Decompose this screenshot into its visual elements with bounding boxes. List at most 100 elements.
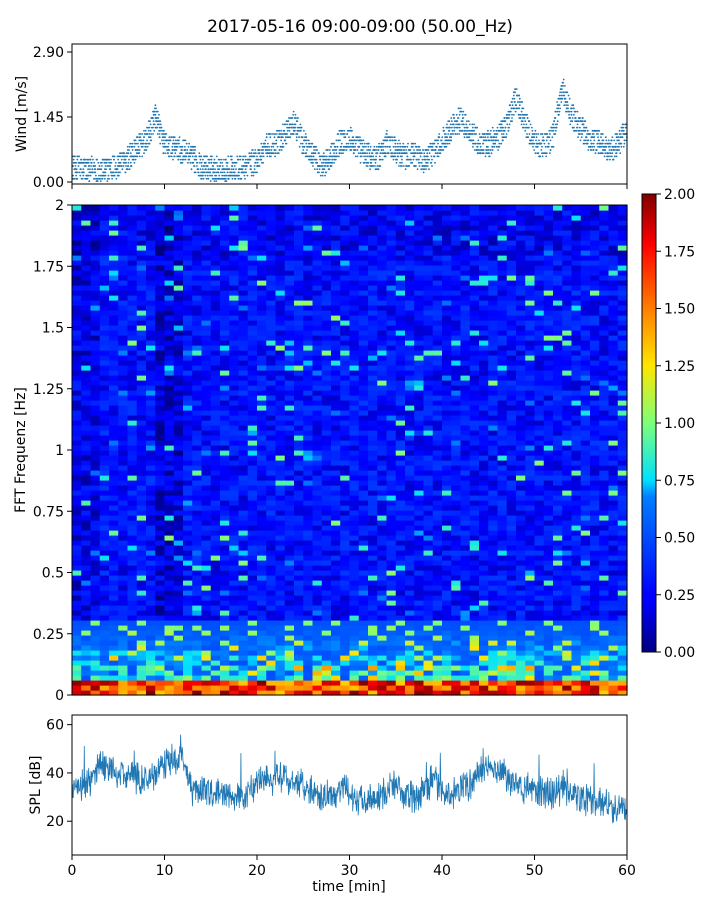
spectrogram-cell xyxy=(72,565,82,571)
spectrogram-cell xyxy=(127,405,138,411)
spectrogram-cell xyxy=(164,595,175,601)
spectrogram-cell xyxy=(90,380,101,386)
spectrogram-cell xyxy=(99,550,110,556)
wind-point xyxy=(622,145,625,148)
spectrogram-cell xyxy=(266,620,277,626)
wind-point xyxy=(394,155,397,158)
spectrogram-cell xyxy=(266,420,277,426)
spectrogram-cell xyxy=(118,320,129,326)
spectrogram-cell xyxy=(220,215,230,221)
spectrogram-cell xyxy=(210,275,221,281)
wind-point xyxy=(589,133,591,135)
wind-point xyxy=(312,161,314,164)
wind-point xyxy=(334,145,337,148)
spectrogram-cell xyxy=(247,625,258,631)
spectrogram-cell xyxy=(146,575,156,581)
wind-point xyxy=(570,110,573,113)
wind-point xyxy=(518,94,521,97)
spectrogram-cell xyxy=(72,400,82,406)
spectrogram-cell xyxy=(127,440,138,446)
spectrogram-cell xyxy=(127,625,138,631)
spectrogram-cell xyxy=(99,670,110,676)
wind-point xyxy=(340,145,343,148)
spectrogram-cell xyxy=(257,630,267,636)
spectrogram-cell xyxy=(127,590,138,596)
spectrogram-cell xyxy=(90,630,101,636)
spectrogram-cell xyxy=(81,240,92,246)
spectrogram-cell xyxy=(192,535,203,541)
wind-point xyxy=(493,129,495,132)
spectrogram-cell xyxy=(127,220,138,226)
spectrogram-cell xyxy=(72,240,82,246)
spectrogram-cell xyxy=(247,430,258,436)
spectrogram-cell xyxy=(247,255,258,261)
wind-point xyxy=(403,149,406,151)
wind-point xyxy=(127,152,130,155)
wind-point xyxy=(327,149,329,151)
spectrogram-cell xyxy=(146,235,156,241)
wind-point xyxy=(179,158,182,161)
spectrogram-cell xyxy=(155,665,166,671)
wind-point xyxy=(383,145,385,148)
wind-point xyxy=(211,174,213,177)
wind-point xyxy=(89,168,91,171)
spectrogram-cell xyxy=(229,655,240,661)
spectrogram-cell xyxy=(72,220,82,226)
wind-point xyxy=(527,136,530,139)
wind-point xyxy=(440,145,443,148)
spectrogram-cell xyxy=(90,490,101,496)
wind-point xyxy=(503,117,506,119)
spectrogram-cell xyxy=(201,395,212,401)
wind-point xyxy=(214,171,216,174)
spectrogram-cell xyxy=(164,465,175,471)
spectrogram-cell xyxy=(183,310,193,316)
spectrogram-cell xyxy=(183,535,193,541)
spectrogram-cell xyxy=(201,205,212,211)
wind-point xyxy=(256,165,259,167)
spectrogram-cell xyxy=(155,315,166,321)
spectrogram-cell xyxy=(266,635,277,641)
spectrogram-cell xyxy=(127,325,138,331)
wind-point xyxy=(269,133,272,135)
wind-y-tick-label: 2.90 xyxy=(33,45,64,61)
spectrogram-cell xyxy=(155,305,166,311)
wind-point xyxy=(99,177,101,180)
spectrogram-cell xyxy=(109,210,119,216)
wind-point xyxy=(558,113,560,116)
wind-point xyxy=(567,94,570,97)
spectrogram-cell xyxy=(201,425,212,431)
spectrogram-cell xyxy=(155,290,166,296)
spectrogram-cell xyxy=(247,290,258,296)
spectrogram-cell xyxy=(238,235,249,241)
wind-point xyxy=(413,149,415,151)
spectrogram-cell xyxy=(81,305,92,311)
spectrogram-cell xyxy=(118,245,129,251)
wind-point xyxy=(575,129,578,132)
spectrogram-cell xyxy=(90,525,101,531)
spectrogram-cell xyxy=(72,435,82,441)
wind-point xyxy=(221,174,224,177)
spectrogram-cell xyxy=(81,475,92,481)
spectrogram-cell xyxy=(81,620,92,626)
spectrogram-cell xyxy=(109,475,119,481)
spectrogram-cell xyxy=(146,525,156,531)
spectrogram-cell xyxy=(155,350,166,356)
spectrogram-cell xyxy=(164,495,175,501)
wind-point xyxy=(605,145,608,148)
spectrogram-cell xyxy=(266,355,277,361)
spectrogram-cell xyxy=(238,345,249,351)
wind-point xyxy=(283,129,285,132)
spectrogram-cell xyxy=(247,215,258,221)
spectrogram-cell xyxy=(136,370,147,376)
spectrogram-cell xyxy=(136,480,147,486)
spectrogram-cell xyxy=(164,480,175,486)
wind-points xyxy=(71,78,628,183)
wind-point xyxy=(117,158,120,161)
spectrogram-cell xyxy=(210,550,221,556)
spectrogram-cell xyxy=(275,645,286,651)
spectrogram-cell xyxy=(201,635,212,641)
wind-point xyxy=(266,155,269,158)
wind-point xyxy=(472,126,474,129)
spectrogram-cell xyxy=(192,325,203,331)
spectrogram-cell xyxy=(99,455,110,461)
